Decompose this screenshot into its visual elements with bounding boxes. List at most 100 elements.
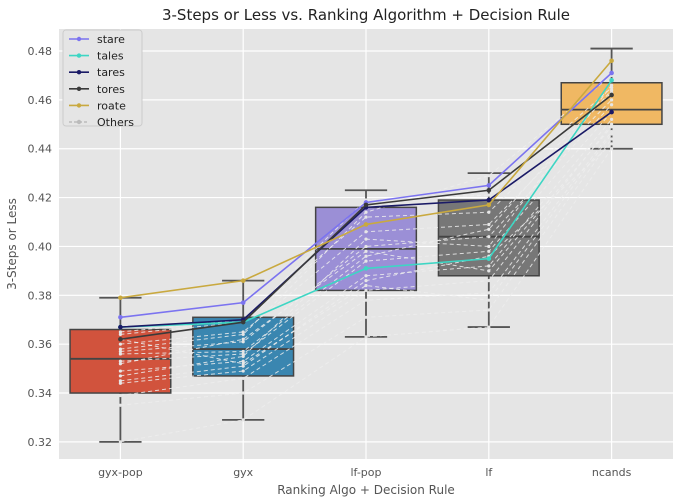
- series-point-stare: [486, 183, 492, 188]
- others-point: [487, 291, 491, 295]
- series-point-tales: [486, 256, 492, 261]
- series-point-tores: [486, 187, 492, 193]
- series-point-roate: [240, 278, 246, 283]
- others-point: [118, 332, 122, 336]
- others-point: [610, 98, 614, 102]
- others-point: [241, 354, 245, 358]
- others-point: [241, 340, 245, 344]
- others-point: [364, 288, 368, 293]
- legend-marker-stare: [76, 36, 82, 42]
- others-point: [487, 193, 491, 197]
- others-point: [241, 376, 245, 380]
- others-point: [610, 125, 614, 129]
- others-point: [610, 117, 614, 121]
- y-tick-label: 0.36: [28, 338, 53, 351]
- others-point: [487, 227, 491, 231]
- y-tick-label: 0.34: [28, 387, 53, 400]
- others-line: [120, 133, 613, 365]
- x-tick-label: lf-pop: [351, 466, 382, 479]
- others-point: [118, 379, 122, 383]
- others-point: [118, 362, 122, 366]
- y-tick-label: 0.46: [28, 94, 53, 107]
- others-point: [241, 352, 245, 356]
- others-point: [241, 364, 245, 368]
- series-point-tares: [486, 197, 492, 203]
- others-point: [241, 332, 245, 336]
- x-tick-label: lf: [485, 466, 493, 479]
- others-point: [487, 173, 491, 178]
- others-point: [364, 283, 368, 288]
- others-point: [241, 349, 245, 354]
- series-point-stare: [240, 300, 246, 305]
- legend-label-Others: Others: [97, 116, 134, 129]
- others-point: [118, 374, 122, 378]
- series-point-tares: [118, 324, 123, 330]
- others-point: [364, 298, 368, 302]
- others-point: [118, 393, 122, 398]
- others-point: [118, 330, 122, 334]
- x-tick-label: gyx: [233, 466, 253, 479]
- others-point: [241, 418, 245, 422]
- legend-label-stare: stare: [97, 33, 125, 46]
- others-point: [487, 264, 491, 268]
- series-point-tores: [118, 336, 123, 342]
- series-point-stare: [609, 70, 614, 76]
- series-point-roate: [486, 202, 492, 208]
- others-point: [364, 230, 368, 234]
- y-tick-label: 0.40: [28, 240, 53, 253]
- y-tick-label: 0.32: [28, 436, 53, 449]
- series-point-tales: [363, 266, 369, 271]
- others-point: [118, 347, 122, 351]
- others-point: [487, 279, 491, 283]
- others-point: [241, 330, 245, 334]
- others-point: [118, 342, 122, 346]
- others-point: [118, 381, 122, 385]
- y-axis-ticks: 0.32 0.34 0.36 0.38 0.40 0.42 0.44 0.46 0.48: [28, 45, 53, 449]
- legend-marker-Others: [76, 119, 82, 125]
- others-point: [118, 349, 122, 354]
- series-point-roate: [118, 295, 123, 301]
- y-axis-label: 3-Steps or Less: [5, 198, 19, 290]
- series-point-roate: [609, 58, 614, 64]
- others-point: [487, 298, 491, 302]
- others-point: [118, 359, 122, 363]
- others-point: [118, 369, 122, 373]
- others-point: [118, 403, 122, 407]
- others-point: [610, 137, 614, 141]
- others-point: [610, 147, 614, 151]
- legend-label-tales: tales: [97, 50, 124, 63]
- y-tick-label: 0.42: [28, 192, 53, 205]
- others-point: [610, 132, 614, 136]
- series-point-tales: [609, 78, 614, 83]
- others-point: [364, 237, 368, 241]
- chart-title: 3-Steps or Less vs. Ranking Algorithm + …: [162, 6, 570, 24]
- others-point: [610, 130, 614, 134]
- legend: stare tales tares tores roate Others: [62, 29, 143, 129]
- others-point: [487, 244, 491, 249]
- others-point: [610, 103, 614, 107]
- box-lf-pop: [314, 189, 418, 338]
- others-line: [120, 89, 612, 355]
- series-point-tores: [609, 92, 614, 98]
- others-point: [610, 122, 614, 126]
- y-tick-label: 0.44: [28, 143, 53, 156]
- x-axis-label: Ranking Algo + Decision Rule: [277, 483, 455, 497]
- series-lines: [118, 58, 614, 342]
- series-point-roate: [363, 222, 369, 227]
- others-point: [487, 235, 491, 239]
- x-axis-ticks: gyx-pop gyx lf-pop lf ncands: [98, 466, 632, 479]
- y-tick-label: 0.48: [28, 45, 53, 58]
- others-point: [364, 315, 368, 319]
- others-point: [364, 210, 368, 214]
- others-point: [487, 249, 491, 253]
- series-point-tares: [609, 109, 614, 115]
- legend-frame: [62, 29, 143, 127]
- others-point: [610, 142, 614, 146]
- others-line: [120, 92, 612, 335]
- others-point: [364, 279, 368, 283]
- others-point: [610, 83, 614, 87]
- others-point: [364, 244, 368, 249]
- legend-label-roate: roate: [97, 99, 126, 112]
- series-point-tores: [363, 202, 369, 208]
